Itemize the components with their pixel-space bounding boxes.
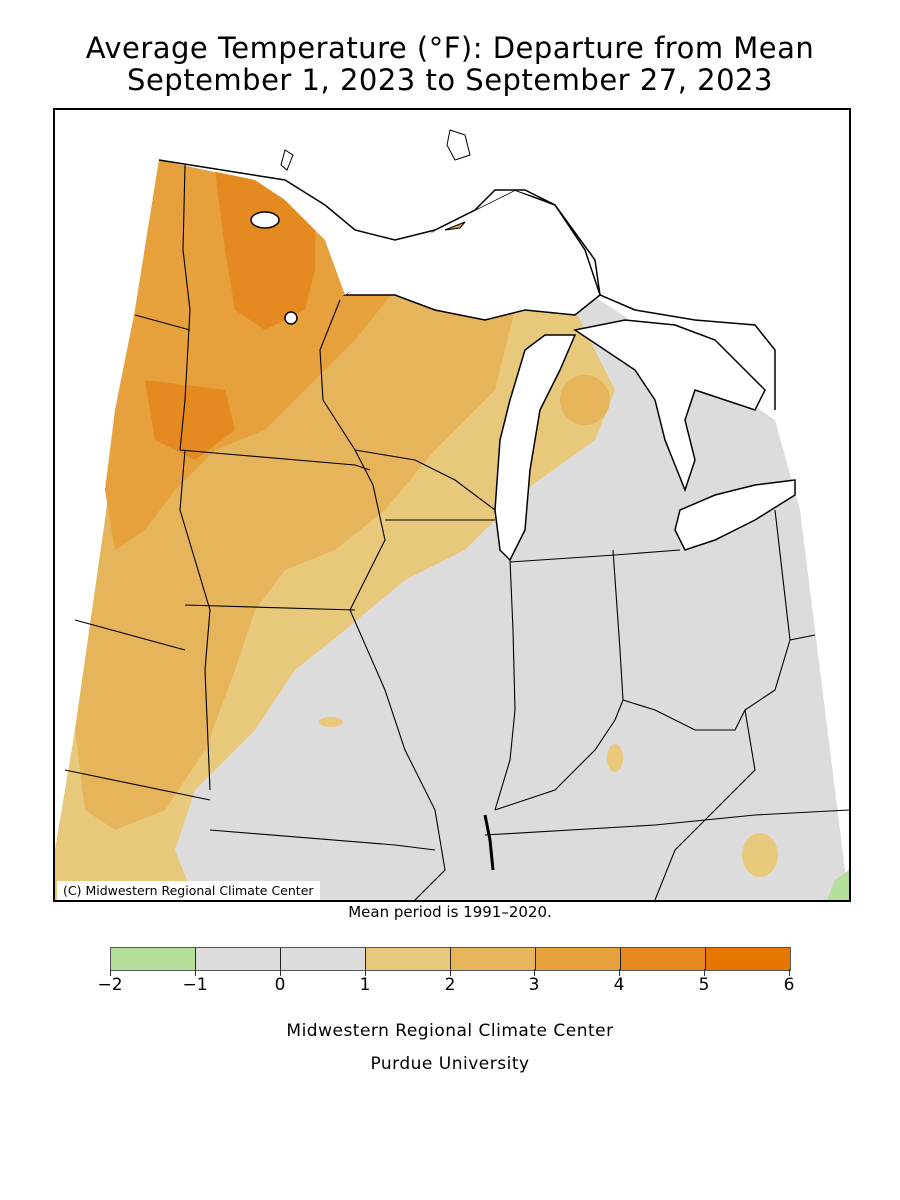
legend-tick-label: −2 [97, 975, 123, 995]
legend-bin [196, 948, 281, 970]
legend-bin [366, 948, 451, 970]
map-panel: (C) Midwestern Regional Climate Center [53, 108, 851, 902]
legend-tick-label: 4 [613, 975, 625, 995]
legend-tick-label: 1 [359, 975, 371, 995]
legend-tick-label: 2 [444, 975, 456, 995]
credit-organization: Midwestern Regional Climate Center [286, 1021, 614, 1041]
legend-tick-label: 5 [698, 975, 710, 995]
legend-tick-label: 3 [528, 975, 540, 995]
credit-university: Purdue University [370, 1054, 530, 1074]
map-title-line1: Average Temperature (°F): Departure from… [85, 31, 815, 65]
legend-ticks: −2 −1 0 1 2 3 4 5 6 [97, 969, 794, 999]
legend-tick-label: 6 [783, 975, 795, 995]
legend-bin [451, 948, 536, 970]
color-legend-bar [110, 947, 791, 971]
legend-bin [621, 948, 706, 970]
legend-tick-label: −1 [182, 975, 208, 995]
legend-bin [281, 948, 366, 970]
map-title-line2: September 1, 2023 to September 27, 2023 [127, 63, 773, 97]
legend-bin [536, 948, 621, 970]
map-copyright: (C) Midwestern Regional Climate Center [57, 881, 320, 900]
legend-bin [706, 948, 790, 970]
legend-bin [111, 948, 196, 970]
legend-tick-label: 0 [274, 975, 286, 995]
mean-period-note: Mean period is 1991–2020. [348, 903, 552, 921]
temperature-departure-map [55, 110, 849, 900]
